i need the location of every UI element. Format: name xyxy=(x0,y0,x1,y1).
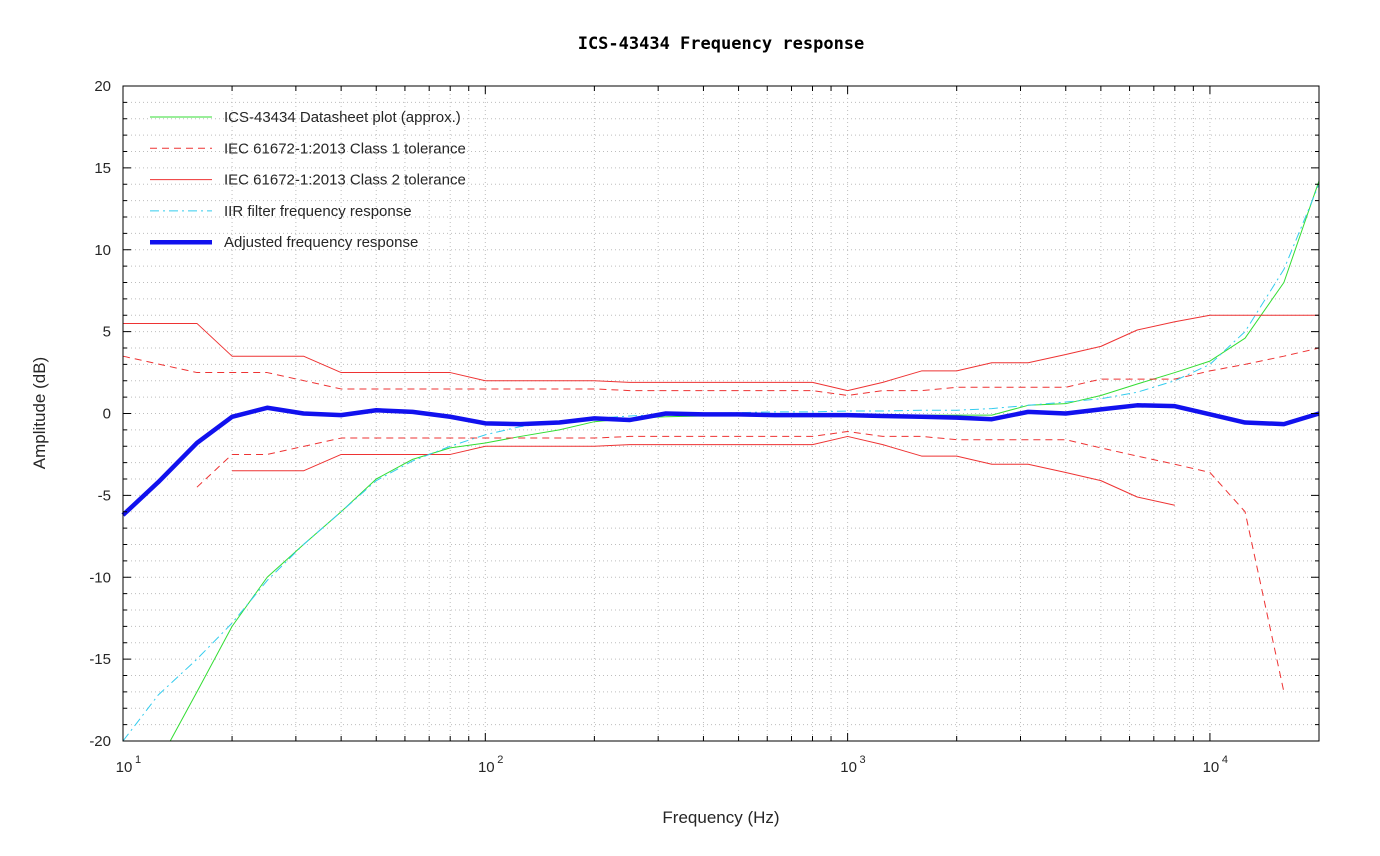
x-tick-label: 10 4 xyxy=(1203,754,1228,776)
x-tick-label-base: 10 xyxy=(840,759,857,776)
chart-title: ICS-43434 Frequency response xyxy=(578,34,865,54)
x-tick-label: 10 3 xyxy=(840,754,865,776)
legend-entry: Adjusted frequency response xyxy=(150,234,418,251)
x-tick-label-exponent: 1 xyxy=(135,754,141,766)
legend-label: IEC 61672-1:2013 Class 2 tolerance xyxy=(224,172,466,189)
x-tick-label-exponent: 4 xyxy=(1222,754,1228,766)
legend-label: ICS-43434 Datasheet plot (approx.) xyxy=(224,109,461,126)
y-tick-label: -20 xyxy=(89,733,111,750)
y-tick-label: -5 xyxy=(98,487,111,504)
y-tick-label: 15 xyxy=(94,160,111,177)
legend-entry: IEC 61672-1:2013 Class 1 tolerance xyxy=(150,140,466,157)
x-tick-label-exponent: 2 xyxy=(497,754,503,766)
y-tick-label: 5 xyxy=(103,324,111,341)
y-tick-label: 10 xyxy=(94,242,111,259)
y-tick-label: 0 xyxy=(103,406,111,423)
series-4 xyxy=(122,184,1320,742)
x-tick-label: 10 2 xyxy=(478,754,503,776)
series-line-lower xyxy=(232,435,1175,506)
legend-label: IEC 61672-1:2013 Class 1 tolerance xyxy=(224,140,466,157)
legend-entry: IIR filter frequency response xyxy=(150,203,412,220)
series-5 xyxy=(121,403,1320,517)
legend-entry: ICS-43434 Datasheet plot (approx.) xyxy=(150,109,461,126)
series-3 xyxy=(123,314,1319,506)
series-line xyxy=(169,180,1320,742)
series-1 xyxy=(169,180,1320,742)
series-2 xyxy=(122,347,1320,692)
y-axis-label: Amplitude (dB) xyxy=(30,357,49,469)
series-line xyxy=(121,403,1320,517)
x-tick-label-base: 10 xyxy=(1203,759,1220,776)
legend-label: Adjusted frequency response xyxy=(224,234,418,251)
series-line xyxy=(123,314,1319,392)
x-tick-label-exponent: 3 xyxy=(860,754,866,766)
y-tick-label: -10 xyxy=(89,569,111,586)
y-tick-label: 20 xyxy=(94,78,111,95)
x-tick-label: 10 1 xyxy=(116,754,141,776)
x-tick-label-base: 10 xyxy=(478,759,495,776)
y-tick-label: -15 xyxy=(89,651,111,668)
legend: ICS-43434 Datasheet plot (approx.) IEC 61… xyxy=(150,109,466,251)
x-axis-label: Frequency (Hz) xyxy=(662,808,779,827)
series-line xyxy=(122,184,1320,742)
series-line xyxy=(122,347,1320,396)
legend-label: IIR filter frequency response xyxy=(224,203,412,220)
series-layer xyxy=(121,180,1320,742)
series-line-lower xyxy=(196,431,1285,692)
grid xyxy=(123,86,1319,741)
legend-entry: IEC 61672-1:2013 Class 2 tolerance xyxy=(150,172,466,189)
x-tick-label-base: 10 xyxy=(116,759,133,776)
